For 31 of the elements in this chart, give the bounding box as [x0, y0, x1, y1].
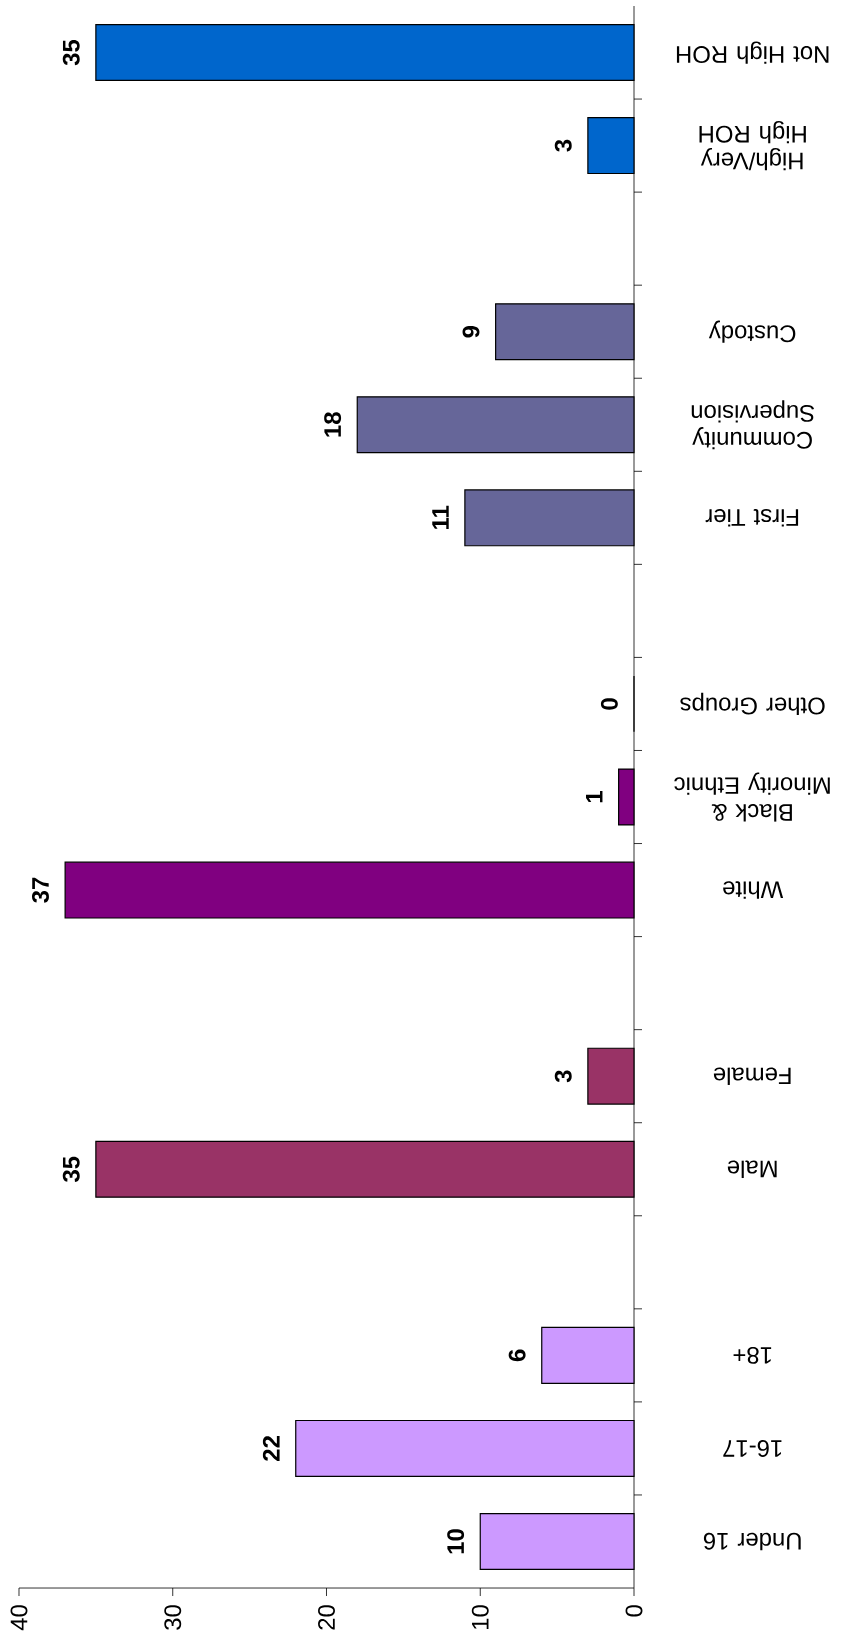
y-tick-label: Community Supervision	[691, 400, 815, 450]
data-label: 1	[586, 791, 603, 803]
y-tick-label: 16-17	[723, 1439, 782, 1457]
x-tick-label: 20	[318, 1605, 335, 1630]
y-tick-label: White	[723, 881, 784, 899]
y-tick-label: Other Groups	[680, 692, 825, 716]
y-tick-label: High/Very High ROH	[699, 120, 806, 171]
y-tick-label: First Tier	[705, 509, 799, 527]
x-tick-label: 0	[625, 1605, 643, 1617]
y-tick-label: Black & Minority Ethnic	[674, 772, 830, 822]
y-tick-label: Female	[713, 1067, 791, 1085]
data-label: 0	[600, 698, 618, 710]
y-tick-label: Under 16	[703, 1532, 801, 1551]
data-label: 9	[462, 325, 480, 338]
y-tick-label: Male	[727, 1160, 777, 1179]
y-tick-label: Not High ROH	[676, 41, 829, 64]
data-label: 18	[324, 412, 342, 437]
data-label: 35	[62, 1156, 80, 1182]
data-label: 37	[31, 877, 49, 903]
y-tick-label: 18+	[733, 1346, 772, 1364]
data-label: 10	[447, 1529, 465, 1554]
x-tick-label: 30	[164, 1605, 182, 1630]
data-label: 11	[432, 505, 449, 529]
data-label: 35	[62, 39, 80, 66]
data-label: 3	[554, 139, 572, 152]
data-label: 22	[262, 1436, 280, 1461]
y-tick-label: Custody	[708, 320, 796, 343]
data-label: 3	[554, 1070, 572, 1083]
x-tick-label: 10	[471, 1605, 489, 1629]
data-label: 6	[508, 1349, 526, 1362]
x-tick-label: 40	[10, 1605, 28, 1631]
